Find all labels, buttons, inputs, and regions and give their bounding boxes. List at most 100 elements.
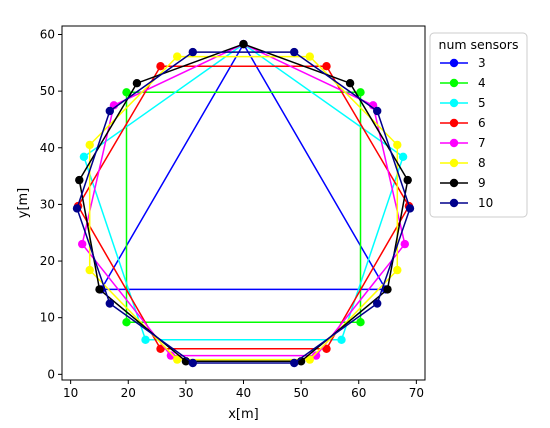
legend-label: 4 [478,76,486,90]
legend-marker [449,118,459,128]
x-tick-label: 10 [63,386,78,400]
x-tick-label: 60 [351,386,366,400]
legend-item-6: 6 [440,116,486,130]
data-point [79,152,89,161]
legend-item-5: 5 [440,96,486,110]
data-point [305,355,314,364]
data-point [141,335,150,344]
data-point [78,239,87,249]
data-point [95,285,104,294]
data-point [105,299,115,308]
x-axis-ticks: 10 20 30 40 50 60 70 [63,380,424,400]
legend-item-4: 4 [440,76,486,90]
data-point [239,39,248,49]
y-tick-label: 50 [40,84,55,98]
legend-label: 10 [478,196,493,210]
data-point [345,79,355,88]
series-4 [122,88,365,327]
data-point [188,358,197,368]
series-line-8 [88,55,399,361]
data-point [188,47,197,57]
legend-label: 8 [478,156,486,170]
series-line-6 [77,65,410,350]
series-line-5 [83,43,404,341]
legend-items: 3 4 5 6 7 8 9 10 [440,56,493,210]
data-point [122,88,131,97]
data-point [373,299,382,308]
y-tick-label: 10 [40,311,55,325]
data-point [403,175,412,185]
data-point [173,355,182,364]
x-tick-label: 40 [236,386,251,400]
data-point [305,52,314,61]
data-point [173,52,182,61]
legend-label: 5 [478,96,486,110]
data-point [85,140,94,150]
series-7 [78,39,409,360]
legend-label: 9 [478,176,486,190]
legend-marker [449,98,459,108]
legend-title: num sensors [439,37,519,52]
x-tick-label: 30 [178,386,193,400]
y-tick-label: 40 [40,141,55,155]
y-tick-label: 30 [40,197,55,211]
data-point [311,351,321,360]
data-point [166,351,176,360]
legend-item-3: 3 [440,56,486,70]
series-line-3 [99,43,388,291]
series-9 [75,39,412,366]
series-line-7 [81,43,406,357]
legend-marker [449,78,459,88]
series-5 [79,39,408,344]
data-point [337,335,346,344]
legend-marker [449,158,459,168]
y-axis-ticks: 0 10 20 30 40 50 60 [40,27,62,381]
legend-item-9: 9 [440,176,486,190]
series-layer [72,39,415,368]
y-tick-label: 20 [40,254,55,268]
data-point [156,61,165,71]
plot-frame [61,25,426,381]
x-tick-label: 50 [293,386,308,400]
series-6 [73,61,414,353]
data-point [393,140,402,150]
legend-item-8: 8 [440,156,486,170]
x-axis-label: x[m] [228,407,259,422]
data-point [393,265,402,275]
data-point [122,318,131,327]
data-point [290,47,299,57]
data-point [373,106,382,116]
data-point [85,265,94,275]
data-point [72,204,82,213]
y-tick-label: 0 [47,367,55,381]
data-point [105,106,115,116]
data-point [400,239,409,249]
series-line-9 [78,43,409,363]
legend-label: 3 [478,56,486,70]
data-point [405,204,415,213]
data-point [398,152,408,161]
legend-marker [449,58,459,68]
data-point [322,344,331,353]
legend-marker [449,198,459,208]
data-point [322,61,331,71]
data-point [132,79,142,88]
series-line-4 [125,91,362,323]
data-point [356,88,365,97]
x-tick-label: 20 [121,386,136,400]
legend-item-7: 7 [440,136,486,150]
legend-marker [449,138,459,148]
legend-item-10: 10 [440,196,493,210]
data-point [75,175,84,185]
series-8 [85,52,402,364]
data-point [290,358,299,368]
legend-label: 6 [478,116,486,130]
legend: num sensors 3 4 5 6 7 8 9 10 [429,32,528,218]
data-point [356,318,365,327]
legend-label: 7 [478,136,486,150]
y-tick-label: 60 [40,27,55,41]
series-3 [97,39,390,294]
legend-marker [449,178,459,188]
data-point [156,344,165,353]
